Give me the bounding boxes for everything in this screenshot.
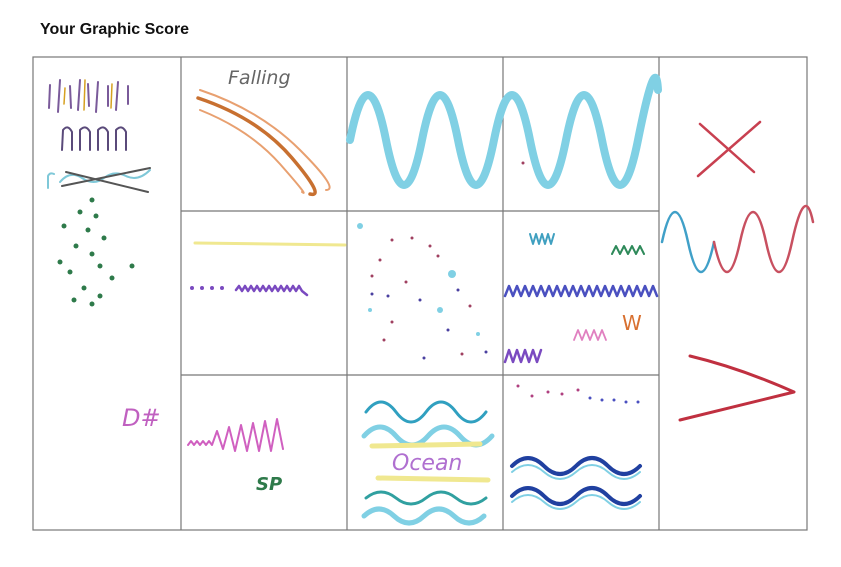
cell-scatter bbox=[357, 223, 488, 360]
cell-1-drawing: D# bbox=[47, 79, 161, 432]
handwriting: D# bbox=[122, 404, 161, 432]
handwriting: Ocean bbox=[392, 451, 462, 476]
page-title: Your Graphic Score bbox=[40, 21, 189, 38]
cell-2-drawing: Falling SP bbox=[187, 67, 347, 495]
handwriting: SP bbox=[256, 474, 282, 495]
dots bbox=[57, 197, 135, 307]
dot bbox=[521, 161, 525, 165]
cell-zigzags: W bbox=[503, 233, 659, 364]
score-grid bbox=[32, 56, 808, 531]
handwriting: Falling bbox=[228, 67, 291, 89]
handwriting: W bbox=[622, 311, 642, 335]
cell-ocean: Ocean bbox=[361, 400, 495, 526]
cell-waves bbox=[510, 384, 642, 510]
cell-5-drawing bbox=[660, 120, 815, 422]
wave bbox=[346, 73, 662, 189]
